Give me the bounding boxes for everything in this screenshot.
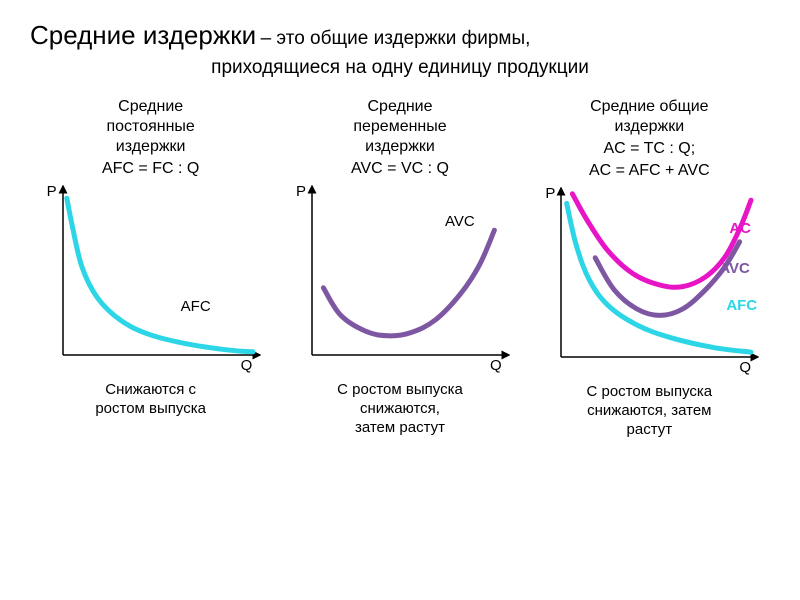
panel-avc-xlabel: Q: [490, 357, 502, 374]
panel-ac-footer: С ростом выпуска снижаются, затем растут: [586, 383, 712, 439]
panel-afc-footer-l0: Снижаются с: [105, 381, 196, 398]
panel-afc-xlabel: Q: [241, 357, 253, 374]
title-line2: приходящиеся на одну единицу продукции: [30, 57, 770, 79]
panel-avc-formula-0: AVC = VC : Q: [351, 159, 449, 179]
panel-ac-footer-l1: снижаются, затем: [587, 402, 711, 419]
panel-afc: Средние постоянные издержки AFC = FC : Q…: [30, 97, 271, 439]
panel-ac-svg: [539, 187, 759, 377]
panel-afc-curve-afc-label: AFC: [181, 298, 211, 315]
panel-ac-ylabel: P: [545, 185, 555, 202]
panel-afc-ylabel: P: [47, 183, 57, 200]
title-sub: – это общие издержки фирмы,: [261, 28, 531, 49]
panel-afc-header: Средние постоянные издержки AFC = FC : Q: [102, 97, 199, 179]
panel-avc-chart: P Q AVC: [290, 185, 510, 375]
panel-ac-footer-l2: растут: [627, 421, 673, 438]
title-block: Средние издержки – это общие издержки фи…: [30, 20, 770, 79]
panel-afc-header-l1: постоянные: [102, 117, 199, 137]
panel-avc-curve-avc-label: AVC: [445, 213, 475, 230]
panel-afc-footer-l1: ростом выпуска: [95, 400, 206, 417]
panel-avc-footer-l2: затем растут: [355, 419, 445, 436]
panel-ac-curve-afc-label: AFC: [726, 297, 757, 314]
panel-afc-chart: P Q AFC: [41, 185, 261, 375]
title-main: Средние издержки: [30, 20, 256, 50]
panel-ac-header: Средние общие издержки AC = TC : Q; AC =…: [589, 97, 710, 181]
panels-row: Средние постоянные издержки AFC = FC : Q…: [30, 97, 770, 439]
panel-ac-formula-1: AC = AFC + AVC: [589, 161, 710, 181]
panel-avc-ylabel: P: [296, 183, 306, 200]
panel-ac-footer-l0: С ростом выпуска: [586, 383, 712, 400]
panel-avc-footer-l1: снижаются,: [360, 400, 440, 417]
panel-ac-chart: P Q AFC AVC AC: [539, 187, 759, 377]
panel-avc: Средние переменные издержки AVC = VC : Q…: [279, 97, 520, 439]
panel-ac-header-l1: издержки: [589, 117, 710, 137]
panel-ac: Средние общие издержки AC = TC : Q; AC =…: [529, 97, 770, 439]
panel-ac-header-l0: Средние общие: [589, 97, 710, 117]
panel-ac-curve-avc-label: AVC: [719, 260, 750, 277]
panel-afc-formula-0: AFC = FC : Q: [102, 159, 199, 179]
panel-ac-formula-0: AC = TC : Q;: [589, 139, 710, 159]
panel-avc-svg: [290, 185, 510, 375]
panel-avc-footer: С ростом выпуска снижаются, затем растут: [337, 381, 463, 437]
panel-avc-header: Средние переменные издержки AVC = VC : Q: [351, 97, 449, 179]
panel-avc-header-l1: переменные: [351, 117, 449, 137]
panel-afc-svg: [41, 185, 261, 375]
panel-afc-header-l0: Средние: [102, 97, 199, 117]
panel-avc-header-l0: Средние: [351, 97, 449, 117]
panel-avc-header-l2: издержки: [351, 137, 449, 157]
panel-ac-curve-ac-label: AC: [729, 220, 751, 237]
panel-afc-header-l2: издержки: [102, 137, 199, 157]
panel-afc-footer: Снижаются с ростом выпуска: [95, 381, 206, 419]
panel-ac-xlabel: Q: [739, 359, 751, 376]
panel-avc-footer-l0: С ростом выпуска: [337, 381, 463, 398]
